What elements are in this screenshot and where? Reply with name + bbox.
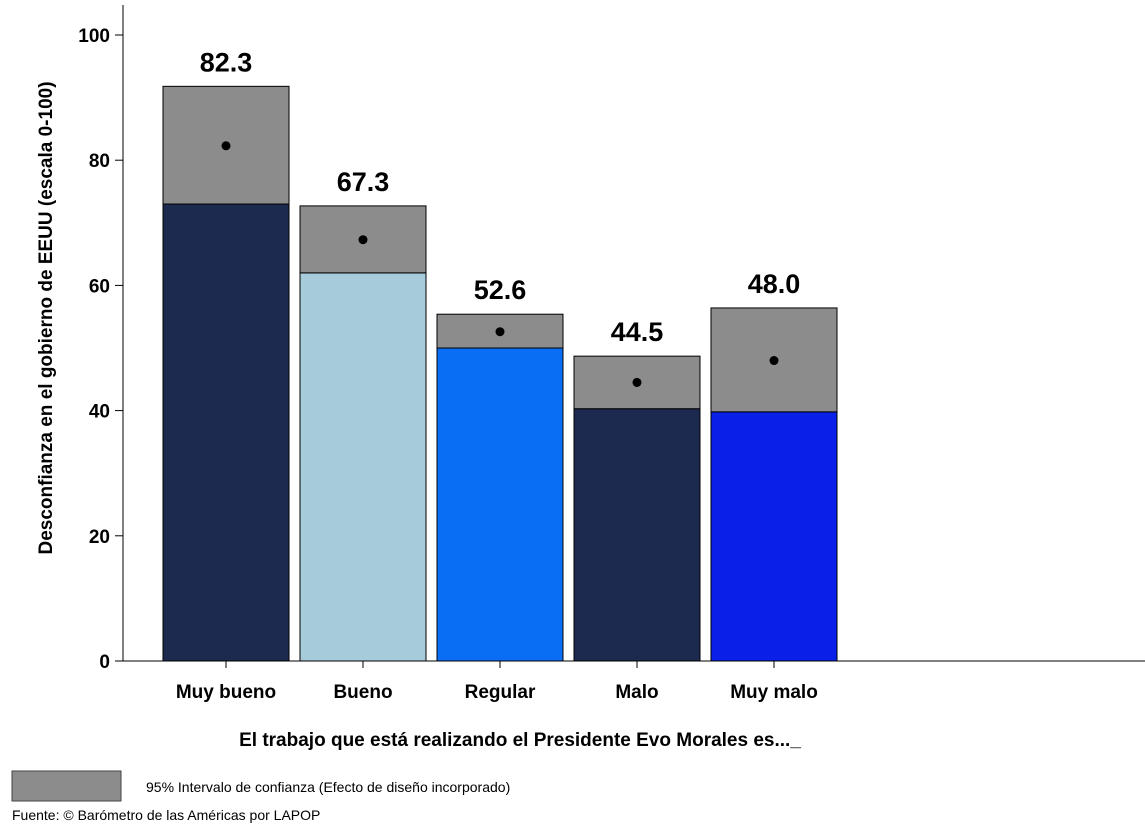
mean-point: [769, 356, 779, 366]
y-tick-label: 40: [89, 402, 110, 423]
x-tick-label: Muy bueno: [176, 682, 276, 703]
y-axis-title: Desconfianza en el gobierno de EEUU (esc…: [36, 81, 57, 554]
mean-point: [495, 327, 505, 337]
y-tick-label: 60: [89, 276, 110, 297]
y-tick-label: 20: [89, 527, 110, 548]
data-label: 67.3: [337, 167, 390, 197]
data-label: 48.0: [748, 269, 801, 299]
bar: [162, 203, 290, 662]
y-tick-label: 80: [89, 151, 110, 172]
bar: [299, 272, 427, 662]
y-tick-label: 0: [99, 652, 110, 673]
bar: [436, 347, 564, 662]
mean-point: [221, 141, 231, 151]
x-axis: Muy bueno Bueno Regular Malo Muy malo: [123, 660, 1145, 703]
bar: [710, 411, 838, 662]
x-tick-label: Malo: [615, 682, 658, 703]
x-axis-title: El trabajo que está realizando el Presid…: [239, 730, 801, 751]
legend-label: 95% Intervalo de confianza (Efecto de di…: [146, 779, 510, 795]
mean-point: [358, 235, 368, 245]
source-note: Fuente: © Barómetro de las Américas por …: [12, 807, 320, 823]
x-tick-label: Muy malo: [730, 682, 818, 703]
data-label: 44.5: [611, 317, 664, 347]
mean-point: [632, 377, 642, 387]
x-tick-label: Regular: [465, 682, 536, 703]
bar: [573, 408, 701, 662]
data-label: 82.3: [200, 47, 253, 77]
y-tick-label: 100: [78, 26, 110, 47]
x-tick-label: Bueno: [333, 682, 392, 703]
data-label: 52.6: [474, 275, 527, 305]
bars: 82.3 67.3 52.6 44.5 48.0: [162, 47, 838, 662]
legend-swatch: [11, 770, 122, 802]
y-axis: 0 20 40 60 80 100: [78, 5, 124, 673]
